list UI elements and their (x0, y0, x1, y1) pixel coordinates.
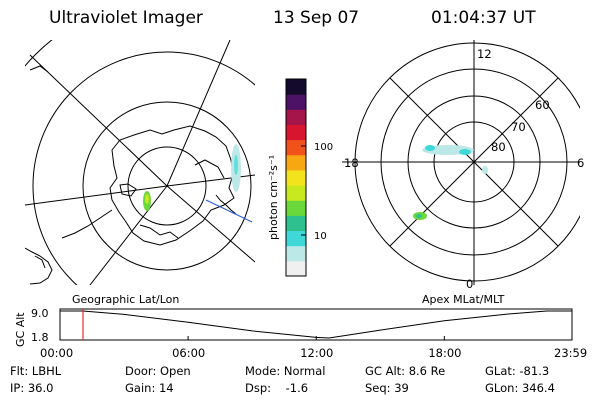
colorbar-segment (286, 139, 306, 156)
mlat-label-60: 60 (535, 98, 550, 112)
date-label: 13 Sep 07 (273, 8, 360, 28)
geo-map-label: Geographic Lat/Lon (72, 293, 179, 306)
mlt-label-6: 6 (577, 156, 584, 170)
altitude-timeline: GC Alt 9.0 1.8 00:00 06:00 12:00 18:00 23:59 (14, 307, 587, 360)
geographic-map (25, 40, 255, 285)
timeline-ylabel: GC Alt (14, 312, 27, 347)
coastline-detail (119, 183, 137, 197)
apex-map (342, 40, 580, 285)
ip-value: IP: 36.0 (10, 381, 54, 395)
coast-detail (215, 194, 237, 215)
mode-value: Mode: Normal (245, 364, 326, 378)
colorbar-unit-label: photon cm⁻²s⁻¹ (267, 155, 280, 240)
mlat-label-70: 70 (511, 120, 526, 134)
peninsula-coast (61, 209, 113, 239)
coastline-detail (139, 224, 179, 239)
apex-labels: 12 18 6 0 60 70 80 (344, 47, 584, 291)
colorbar-segment (286, 154, 306, 171)
timeline-xtick-label: 12:00 (300, 346, 333, 360)
colorbar-frame (285, 78, 307, 277)
timeline-xtick-label: 00:00 (40, 346, 73, 360)
mlt-label-12: 12 (477, 47, 492, 61)
gain-value: Gain: 14 (125, 381, 174, 395)
aurora-patch (425, 145, 435, 151)
aurora-patch (416, 214, 422, 218)
colorbar-segment (286, 215, 306, 232)
south-america-coast (25, 247, 53, 285)
timeline-ytick: 9.0 (31, 307, 49, 320)
colorbar-segment (286, 94, 306, 110)
geo-lat-circle (32, 51, 255, 285)
glat-value: GLat: -81.3 (485, 364, 550, 378)
geo-meridian (89, 185, 168, 285)
altitude-series-line (60, 310, 572, 339)
colorbar-segment (286, 185, 306, 201)
colorbar-segments (286, 79, 306, 277)
sun-direction-line (205, 199, 253, 223)
colorbar-segment (286, 169, 306, 186)
colorbar-segment (286, 124, 306, 141)
colorbar-segment (286, 230, 306, 247)
filter-value: Flt: LBHL (10, 364, 62, 378)
coast-detail (34, 255, 46, 269)
glon-value: GLon: 346.4 (485, 381, 555, 395)
colorbar-segment (286, 200, 306, 216)
aurora-patch (482, 166, 488, 174)
timeline-xlabels: 00:00 06:00 12:00 18:00 23:59 (40, 346, 587, 360)
geo-meridian (166, 40, 231, 187)
geo-lat-circle (82, 101, 252, 271)
geo-meridian (25, 185, 168, 206)
timeline-ytick: 1.8 (31, 331, 49, 344)
colorbar-tick-label: 10 (314, 231, 327, 242)
aurora-patch (145, 194, 149, 204)
timeline-ticks (59, 336, 573, 340)
seq-value: Seq: 39 (365, 381, 409, 395)
geo-lat-circle (127, 146, 207, 226)
mlt-label-0: 0 (466, 277, 473, 291)
geo-meridian (166, 185, 255, 263)
coastline-detail (194, 159, 225, 179)
coast-detail (29, 65, 49, 73)
colorbar-segment (286, 245, 306, 262)
mlt-label-18: 18 (344, 156, 359, 170)
timeline-xtick-label: 18:00 (428, 346, 461, 360)
colorbar: 100 10 photon cm⁻²s⁻¹ (267, 78, 333, 277)
colorbar-tick-label: 100 (314, 142, 333, 153)
aurora-patch (234, 155, 238, 175)
time-label: 01:04:37 UT (431, 8, 536, 28)
timeline-xtick-label: 23:59 (554, 346, 587, 360)
colorbar-segment (286, 260, 306, 277)
antarctica-coastline (109, 125, 235, 246)
colorbar-segment (286, 79, 306, 95)
apex-map-label: Apex MLat/MLT (422, 293, 505, 306)
colorbar-segment (286, 109, 306, 125)
door-status: Door: Open (125, 364, 191, 378)
timeline-xtick-label: 06:00 (172, 346, 205, 360)
mlat-label-80: 80 (491, 140, 506, 154)
gc-alt-value: GC Alt: 8.6 Re (365, 364, 446, 378)
geo-meridian (166, 174, 255, 187)
aurora-patch (459, 149, 471, 155)
apex-diagonal-line (389, 77, 559, 247)
geo-meridian (29, 54, 168, 187)
timeline-frame (59, 308, 573, 341)
instrument-title: Ultraviolet Imager (49, 8, 203, 28)
dsp-value: Dsp: -1.6 (245, 381, 309, 395)
